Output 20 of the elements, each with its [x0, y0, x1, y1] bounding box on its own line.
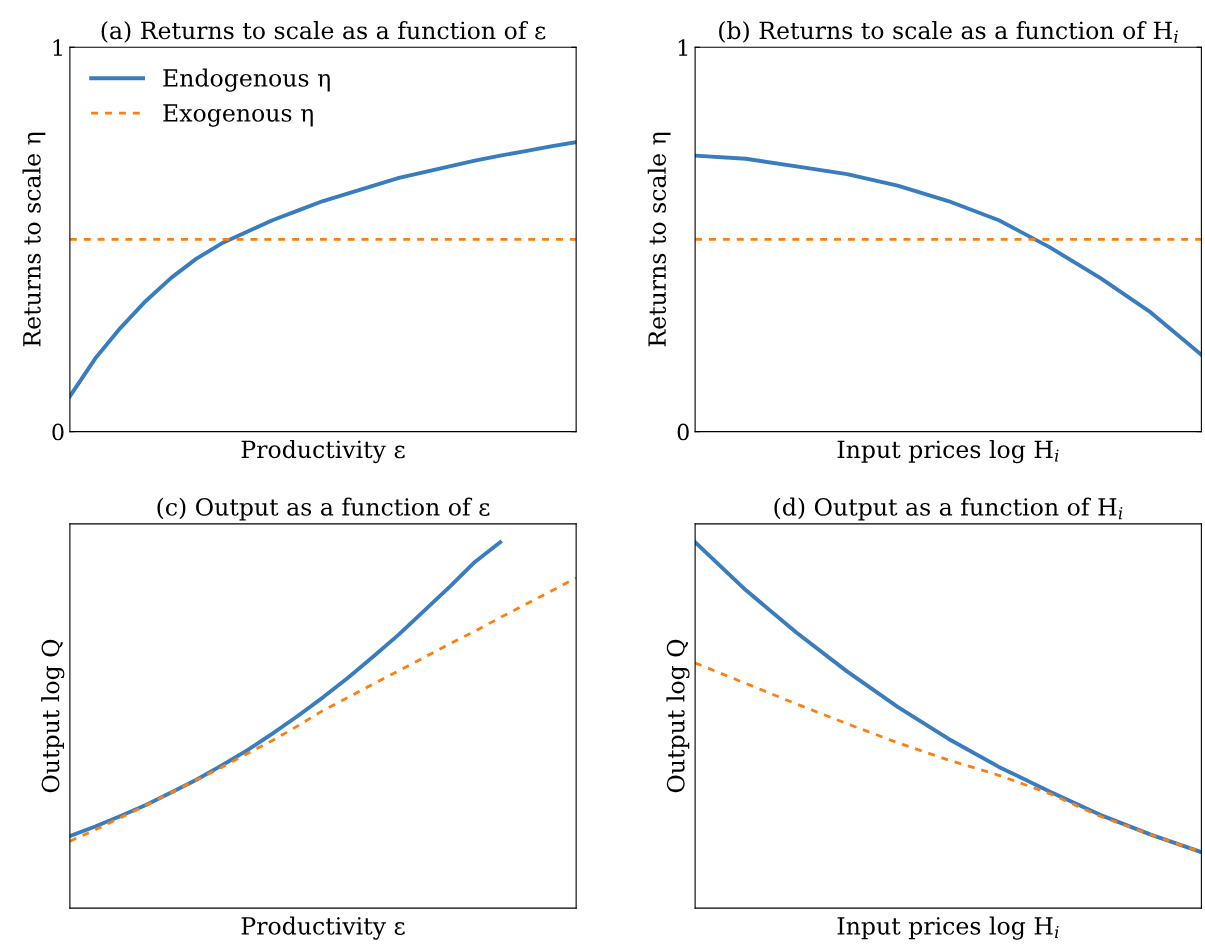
x-axis-title: Input prices log H$_{i}$: [837, 439, 1059, 464]
line-series: [695, 153, 1202, 357]
y-axis-title: Returns to scale η: [647, 132, 671, 347]
y-tick-label: 0: [677, 423, 689, 441]
legend-label: Exogenous η: [163, 104, 313, 127]
x-axis-title: Input prices log H$_{i}$: [837, 916, 1059, 940]
y-axis-title: Output log Q: [41, 639, 65, 793]
line-series: [69, 140, 577, 399]
legend-label: Endogenous η: [163, 68, 330, 92]
y-tick-label: 1: [678, 39, 688, 56]
y-axis-title: Output log Q: [666, 639, 690, 793]
y-axis-title: Returns to scale η: [22, 132, 46, 347]
chart-title: (c) Output as a function of ε: [157, 497, 490, 521]
chart-title: (a) Returns to scale as a function of ε: [101, 21, 546, 43]
chart-title: (d) Output as a function of H$_{i}$: [774, 497, 1123, 521]
x-axis-title: Productivity ε: [241, 439, 405, 464]
y-tick-label: 1: [53, 39, 62, 56]
chart-title: (b) Returns to scale as a function of H$_{i}$: [719, 21, 1178, 43]
y-tick-label: 0: [52, 423, 64, 441]
x-axis-title: Productivity ε: [241, 916, 405, 940]
